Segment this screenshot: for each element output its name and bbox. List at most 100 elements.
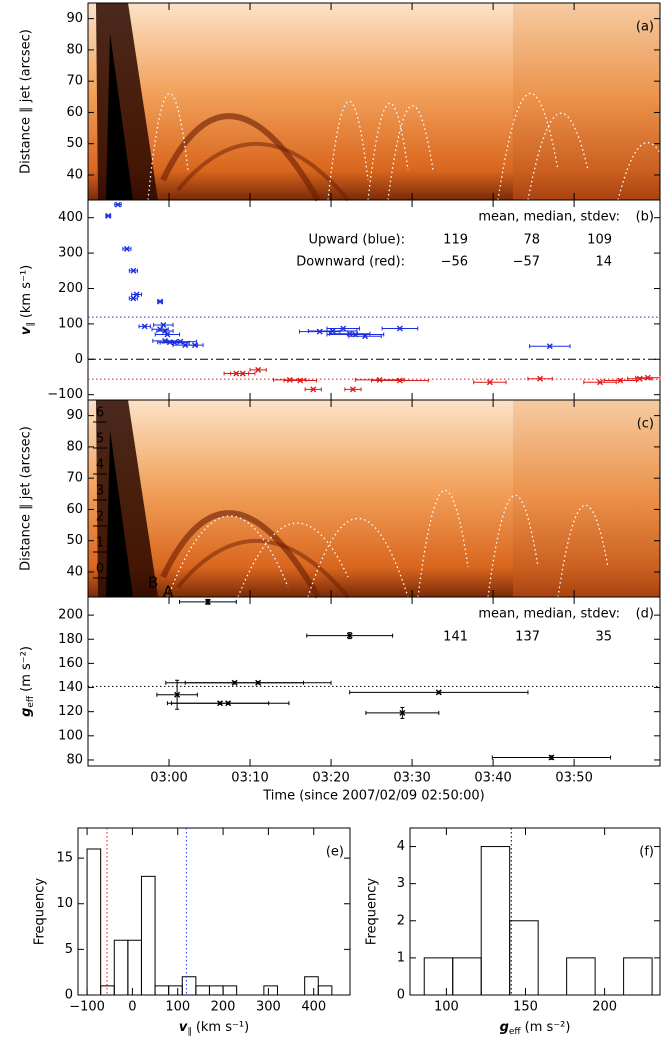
y-tick-label: 90 [66, 408, 83, 423]
segment-number: 2 [96, 510, 104, 525]
x-tick-label: 400 [301, 1000, 326, 1015]
data-point [114, 201, 121, 208]
y-tick-label: 2 [397, 913, 405, 928]
y-tick-label: 120 [58, 704, 83, 719]
histogram-bar [452, 957, 482, 996]
data-point [486, 379, 493, 386]
data-point [133, 291, 140, 298]
x-tick-label: 03:00 [150, 771, 187, 786]
stats-value: 78 [523, 233, 540, 248]
histogram-bar [423, 957, 454, 996]
y-tick-label: 400 [58, 210, 83, 225]
segment-number: 3 [96, 484, 104, 499]
feature-marker: A [163, 583, 174, 601]
data-point [164, 331, 171, 338]
label-symbol: v [19, 326, 34, 335]
histogram-bar [480, 846, 511, 996]
axes-frame [409, 827, 661, 996]
segment-number: 4 [96, 458, 104, 473]
dotted-track [307, 517, 409, 598]
segment-number: 0 [96, 562, 104, 577]
axes-frame [87, 596, 661, 767]
panel-label: (d) [636, 607, 654, 622]
label-sub: ∥ [187, 1027, 192, 1037]
stats-value: 35 [595, 630, 612, 645]
y-tick-label: 40 [66, 564, 83, 579]
data-point [346, 632, 353, 639]
segment-number: 6 [96, 406, 104, 421]
histogram-bar [566, 957, 596, 996]
panel: 40 50 60 70 80 90 (a) Distance ∥ jet (arcsec) [19, 2, 663, 202]
histogram-bar [127, 939, 142, 996]
data-point [597, 379, 604, 386]
y-tick-label: 70 [66, 74, 83, 89]
histogram-bar [140, 875, 156, 996]
axes-frame [77, 827, 351, 996]
dotted-track [487, 494, 539, 598]
data-point [239, 370, 246, 377]
stats-value: 109 [587, 233, 612, 248]
data-point [225, 700, 232, 707]
x-tick-label: 03:10 [231, 771, 268, 786]
y-axis-label: Distance ∥ jet (arcsec) [19, 29, 34, 174]
data-point [399, 709, 406, 716]
stats-value: 14 [595, 255, 612, 270]
x-tick-label: 200 [592, 1000, 617, 1015]
stats-value: −57 [513, 255, 540, 270]
data-point [255, 679, 262, 686]
x-tick-label: 03:30 [393, 771, 430, 786]
y-tick-label: 1 [397, 950, 405, 965]
y-tick-label: 200 [58, 281, 83, 296]
data-point [636, 375, 643, 382]
x-tick-label: −100 [69, 1000, 105, 1015]
image-right-segment [512, 400, 660, 597]
label-unit: (m s⁻²) [19, 646, 34, 692]
data-point [548, 754, 555, 761]
histogram-bar [208, 985, 224, 996]
y-axis-label: Frequency [33, 878, 48, 945]
data-point [340, 325, 347, 332]
panel-label: (e) [326, 845, 344, 860]
dark-arc [176, 539, 350, 599]
y-tick-label: 0 [397, 988, 405, 1003]
label-symbol: g [500, 1020, 509, 1035]
y-tick-label: 200 [58, 608, 83, 623]
dotted-track [167, 515, 289, 598]
data-point [141, 323, 148, 330]
dotted-track [557, 504, 609, 598]
data-point [160, 321, 167, 328]
data-point [161, 327, 168, 334]
axis-label: v∥ (km s⁻¹) [179, 1020, 249, 1037]
y-tick-label: 180 [58, 632, 83, 647]
y-axis-label: Frequency [365, 878, 380, 945]
data-point [644, 374, 651, 381]
histogram-bar [86, 848, 102, 996]
data-point [362, 333, 369, 340]
y-tick-label: 5 [65, 942, 73, 957]
histogram-bar [304, 976, 319, 996]
panel-label: (c) [637, 417, 654, 432]
data-point [349, 386, 356, 393]
data-point [297, 377, 304, 384]
jet-spire-core [106, 430, 133, 597]
y-tick-label: 80 [66, 752, 83, 767]
y-tick-label: 300 [58, 246, 83, 261]
dark-arc [160, 113, 321, 202]
y-tick-label: 100 [58, 728, 83, 743]
histogram-bar [317, 985, 333, 996]
data-point [376, 376, 383, 383]
dotted-track [147, 92, 189, 201]
histogram-bar [509, 920, 539, 996]
panel-label: (b) [636, 210, 654, 225]
y-tick-label: 50 [66, 533, 83, 548]
stats-header: mean, median, stdev: [478, 210, 620, 225]
x-tick-label: 0 [128, 1000, 136, 1015]
stats-value: 137 [515, 630, 540, 645]
panel-label: (f) [639, 845, 654, 860]
y-tick-label: 0 [75, 352, 83, 367]
panel: 40 50 60 70 80 90 (c) Distance ∥ jet (arcsec) 0 1… [19, 399, 661, 601]
y-tick-label: 4 [397, 839, 405, 854]
stats-row-label: Downward (red): [296, 255, 405, 270]
